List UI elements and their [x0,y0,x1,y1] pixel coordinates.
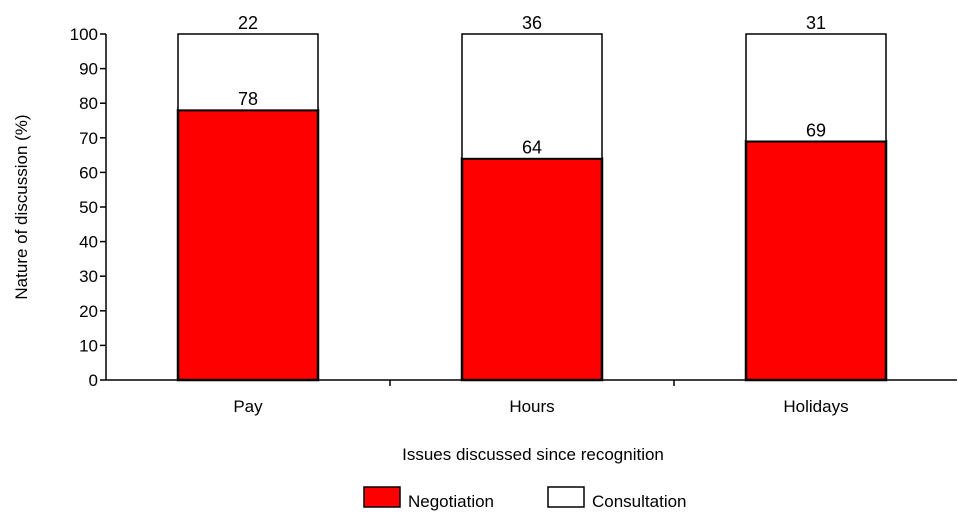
y-tick-label: 20 [79,302,98,321]
y-tick-label: 100 [70,25,98,44]
y-tick-label: 90 [79,60,98,79]
bar-segment-consultation [745,33,887,143]
data-label-negotiation: 78 [238,89,258,109]
x-axis-label: Issues discussed since recognition [402,445,664,464]
y-tick-label: 50 [79,198,98,217]
legend-label-consultation: Consultation [592,492,687,511]
legend-swatch-negotiation [363,486,401,508]
bar-segment-negotiation [460,157,604,382]
data-label-consultation: 22 [238,13,258,33]
y-tick-label: 70 [79,129,98,148]
y-tick-label: 40 [79,233,98,252]
bar-segment-negotiation [176,108,320,382]
y-tick-label: 60 [79,163,98,182]
x-tick-label: Hours [509,397,554,416]
bar-segment-consultation [461,33,603,160]
y-tick-label: 0 [89,371,98,390]
data-label-negotiation: 69 [806,120,826,140]
legend-label-negotiation: Negotiation [408,492,494,511]
x-axis-ticks: Pay Hours Holidays [233,380,849,416]
y-tick-label: 10 [79,336,98,355]
legend: Negotiation Consultation [363,486,687,511]
data-label-consultation: 36 [522,13,542,33]
y-tick-label: 80 [79,94,98,113]
data-label-negotiation: 64 [522,138,542,158]
legend-swatch-consultation [547,486,585,508]
x-tick-label: Holidays [783,397,848,416]
bar-segment-consultation [177,33,319,111]
bar-segment-negotiation [744,140,888,382]
bars-layer [176,33,888,382]
data-label-consultation: 31 [806,13,826,33]
y-tick-label: 30 [79,267,98,286]
y-axis-ticks: 0 10 20 30 40 50 60 70 80 90 100 [70,25,106,390]
value-labels-layer: 78 22 64 36 69 31 [238,13,826,158]
axes-layer: 0 10 20 30 40 50 60 70 80 90 100 Pay Hours Holidays [70,25,957,416]
y-axis-label: Nature of discussion (%) [12,114,31,299]
x-tick-label: Pay [233,397,263,416]
